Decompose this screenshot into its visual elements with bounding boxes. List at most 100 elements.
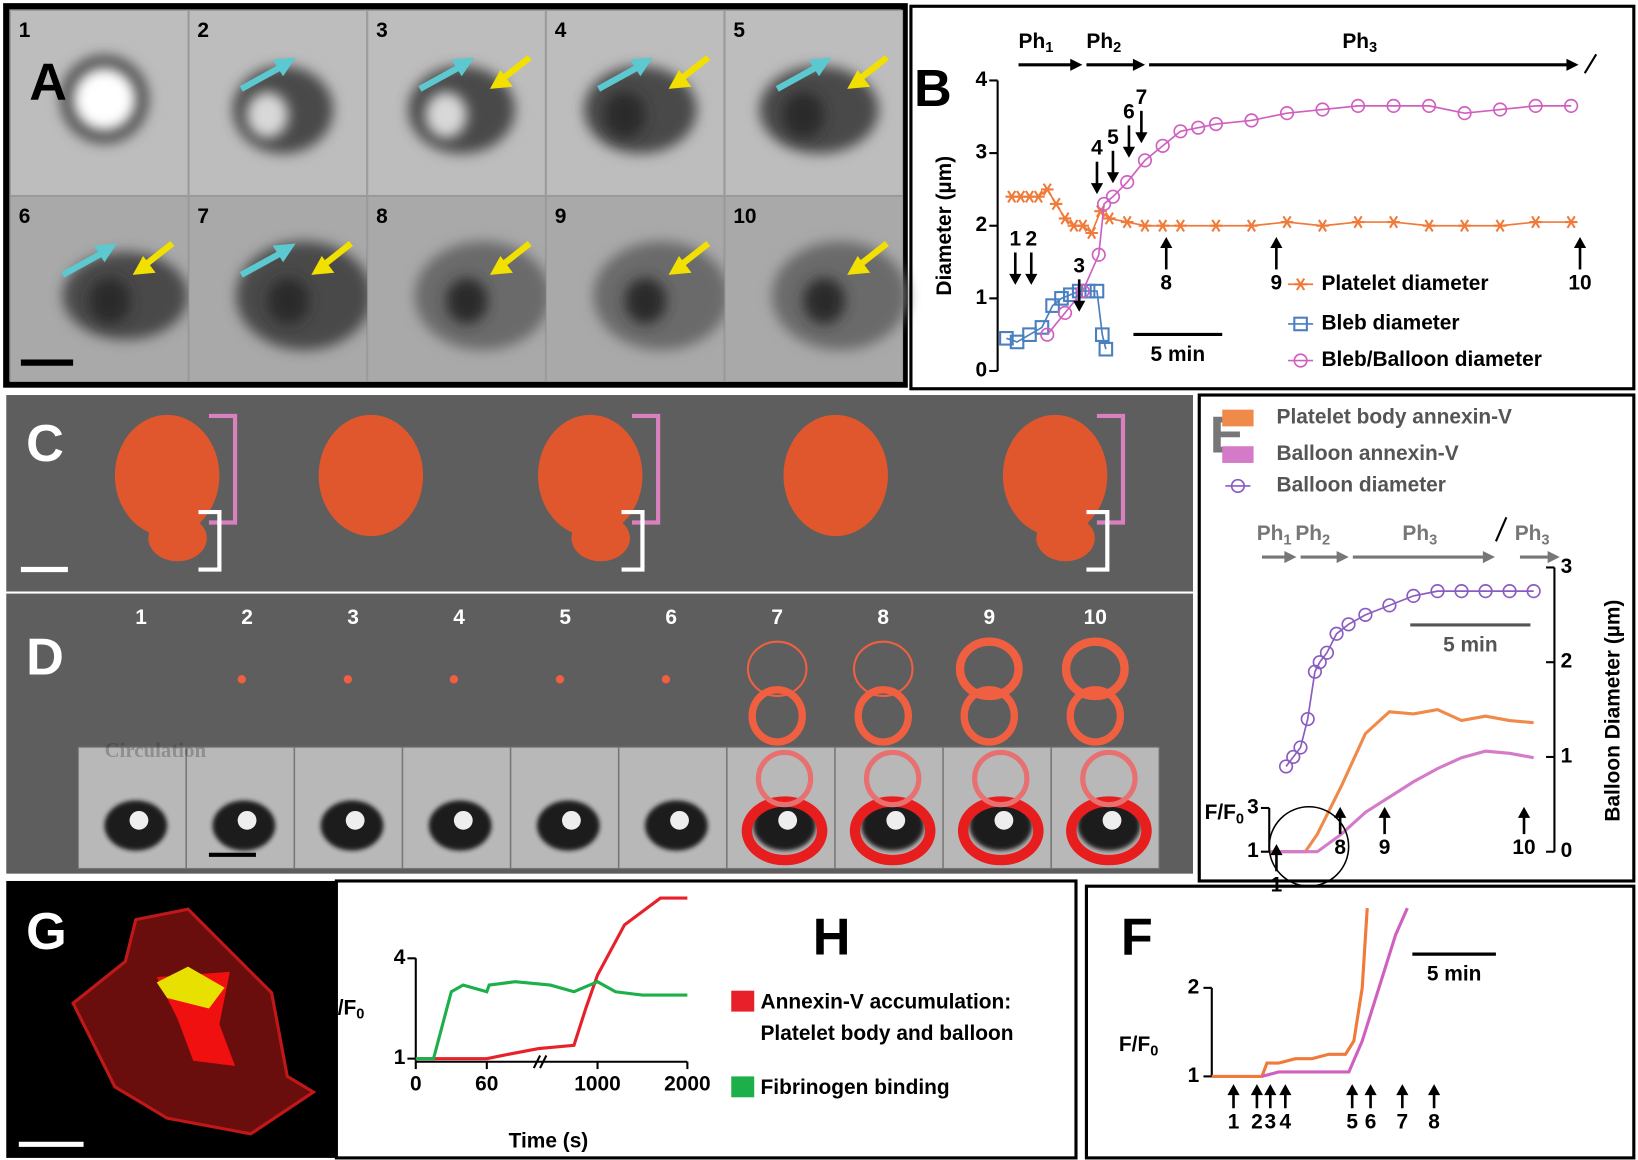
balloon-3d bbox=[571, 515, 630, 561]
cell-core bbox=[670, 811, 689, 830]
annexin-dot bbox=[556, 675, 564, 683]
panel-label: B bbox=[914, 60, 952, 118]
cell-core bbox=[782, 92, 824, 138]
cell-core bbox=[562, 811, 581, 830]
event-label: 9 bbox=[1271, 272, 1283, 295]
event-label: 1 bbox=[1009, 227, 1021, 250]
y-tick-label: 2 bbox=[1188, 975, 1200, 998]
label-text: Ph bbox=[1086, 29, 1113, 52]
event-label: 3 bbox=[1073, 254, 1085, 277]
y2-tick-label: 1 bbox=[1561, 744, 1573, 767]
legend-label: Annexin-V accumulation: Platelet body an… bbox=[761, 987, 1074, 1050]
frame-number: 7 bbox=[197, 205, 209, 228]
panel-label: G bbox=[26, 903, 67, 961]
label-text: Ph bbox=[1402, 522, 1429, 545]
legend-label-box: Annexin-V accumulation: Platelet body an… bbox=[761, 987, 1074, 1050]
balloon-3d bbox=[1036, 515, 1095, 561]
label-subscript: 3 bbox=[1369, 40, 1377, 56]
event-label: 3 bbox=[1264, 1110, 1276, 1133]
event-label: 5 bbox=[1346, 1110, 1358, 1133]
event-label: 8 bbox=[1334, 836, 1346, 859]
frame-number: 10 bbox=[1084, 606, 1107, 629]
label-subscript: 2 bbox=[1113, 40, 1121, 56]
label-subscript: 3 bbox=[1541, 532, 1549, 548]
cell-core bbox=[130, 811, 149, 830]
cell-core bbox=[346, 811, 365, 830]
y2-tick-label: 3 bbox=[1561, 555, 1573, 578]
y2-tick-label: 0 bbox=[1561, 839, 1573, 862]
event-label: 10 bbox=[1512, 836, 1535, 859]
y-tick-label: 0 bbox=[976, 359, 988, 382]
annexin-dot bbox=[344, 675, 352, 683]
event-label: 2 bbox=[1251, 1110, 1263, 1133]
event-label: 10 bbox=[1568, 272, 1591, 295]
cell-core bbox=[803, 278, 845, 324]
frame-number: 5 bbox=[733, 19, 745, 42]
cell-core bbox=[446, 278, 488, 324]
label-subscript: 0 bbox=[1236, 811, 1244, 827]
event-label: 7 bbox=[1136, 86, 1148, 109]
frame-number: 9 bbox=[983, 606, 995, 629]
panel-label: D bbox=[26, 628, 64, 686]
event-label: 6 bbox=[1123, 100, 1135, 123]
cell-core bbox=[238, 811, 257, 830]
cell-core bbox=[995, 811, 1014, 830]
cell-core bbox=[267, 278, 309, 324]
annexin-dot bbox=[662, 675, 670, 683]
cell-core bbox=[886, 811, 905, 830]
label-subscript: 0 bbox=[1150, 1043, 1158, 1059]
y-tick-label: 3 bbox=[976, 141, 988, 164]
event-label: 2 bbox=[1025, 227, 1037, 250]
legend-label: Platelet diameter bbox=[1321, 272, 1488, 295]
event-label: 4 bbox=[1091, 137, 1103, 160]
cell-core bbox=[625, 278, 667, 324]
legend-swatch bbox=[731, 991, 754, 1012]
legend-label: Bleb/Balloon diameter bbox=[1321, 348, 1541, 371]
frame-number: 7 bbox=[771, 606, 783, 629]
y-axis-label: Diameter (µm) bbox=[933, 156, 956, 296]
watermark: Circulation bbox=[104, 738, 206, 762]
label-text: F/F bbox=[325, 996, 356, 1019]
y-tick-label: 4 bbox=[976, 68, 988, 91]
event-label: 1 bbox=[1228, 1110, 1240, 1133]
legend-label: Bleb diameter bbox=[1321, 311, 1459, 334]
frame-number: 2 bbox=[197, 19, 209, 42]
cell-core bbox=[1103, 811, 1122, 830]
y-tick-label: 1 bbox=[976, 286, 988, 309]
y-tick-label: 2 bbox=[976, 213, 988, 236]
cell-body bbox=[73, 68, 136, 131]
label-text: Ph bbox=[1295, 522, 1322, 545]
x-axis-label: Time (s) bbox=[509, 1130, 589, 1153]
label-subscript: 0 bbox=[356, 1007, 364, 1023]
legend-label: Fibrinogen binding bbox=[761, 1072, 1074, 1103]
event-label: 8 bbox=[1428, 1110, 1440, 1133]
event-label: 7 bbox=[1397, 1110, 1409, 1133]
y-tick-label: 1 bbox=[1188, 1064, 1200, 1087]
label-text: Ph bbox=[1257, 522, 1284, 545]
x-tick-label: 60 bbox=[475, 1072, 498, 1095]
frame-number: 8 bbox=[877, 606, 889, 629]
annexin-dot bbox=[238, 675, 246, 683]
legend-swatch bbox=[1222, 410, 1253, 427]
frame-number: 8 bbox=[376, 205, 388, 228]
y-tick-label: 3 bbox=[1247, 795, 1259, 818]
frame-number: 6 bbox=[665, 606, 677, 629]
x-tick-label: 2000 bbox=[664, 1072, 710, 1095]
label-subscript: 1 bbox=[1045, 40, 1053, 56]
legend-label: Balloon annexin-V bbox=[1277, 442, 1459, 465]
platelet-3d bbox=[319, 415, 423, 536]
label-text: Ph bbox=[1019, 29, 1046, 52]
panel-label: F bbox=[1121, 908, 1153, 966]
legend-swatch bbox=[731, 1076, 754, 1097]
panel-label: A bbox=[29, 53, 67, 111]
frame-number: 4 bbox=[453, 606, 465, 629]
x-tick-label: 0 bbox=[410, 1072, 422, 1095]
event-label: 8 bbox=[1160, 272, 1172, 295]
y2-tick-label: 2 bbox=[1561, 650, 1573, 673]
event-label: 6 bbox=[1365, 1110, 1377, 1133]
event-label: 1 bbox=[1271, 873, 1283, 896]
legend-label: Platelet body annexin-V bbox=[1277, 406, 1513, 429]
platelet-3d bbox=[783, 415, 887, 536]
x-tick-label: 1000 bbox=[574, 1072, 620, 1095]
cell-core bbox=[425, 92, 467, 138]
